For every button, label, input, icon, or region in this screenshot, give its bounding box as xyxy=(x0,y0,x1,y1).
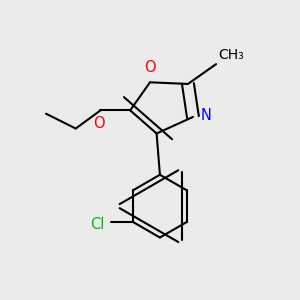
Text: N: N xyxy=(200,108,211,123)
Text: O: O xyxy=(144,60,156,75)
Text: CH₃: CH₃ xyxy=(219,49,244,62)
Text: Cl: Cl xyxy=(90,217,104,232)
Text: O: O xyxy=(93,116,105,131)
